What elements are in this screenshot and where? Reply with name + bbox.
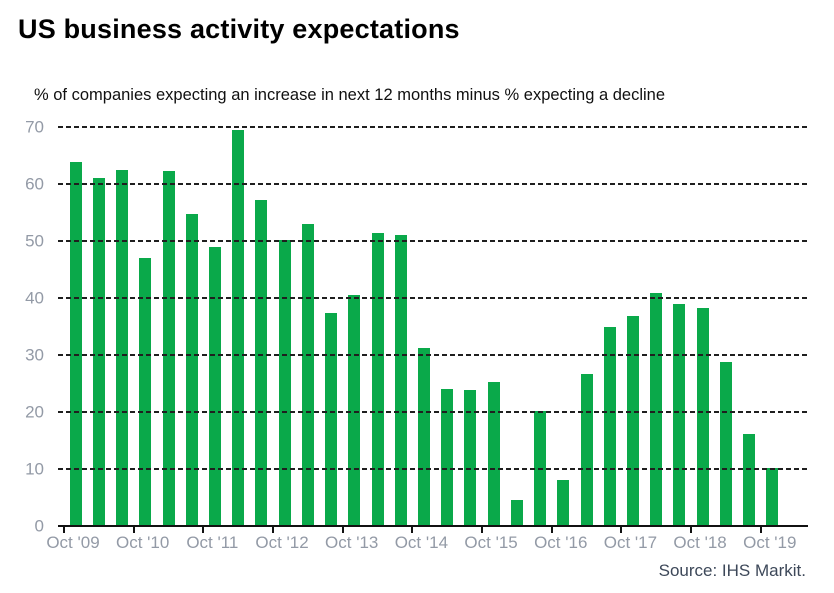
x-tick-oct11	[202, 526, 205, 533]
chart-subtitle: % of companies expecting an increase in …	[34, 86, 666, 104]
y-axis-label-30: 30	[25, 345, 44, 365]
x-tick-oct14	[411, 526, 414, 533]
bar-oct14	[418, 348, 430, 526]
gridline-50	[58, 239, 808, 242]
bar-feb10	[92, 178, 105, 526]
x-axis-label-oct11: Oct '11	[186, 533, 239, 552]
gridline-40	[58, 297, 808, 299]
bar-oct12	[278, 240, 291, 526]
bar-oct18	[696, 307, 709, 526]
bar-oct16	[557, 479, 570, 526]
y-axis: 0 10 20 30 40 50 60 70	[0, 119, 48, 535]
bar-jun14	[394, 235, 407, 526]
bar-jun11	[185, 213, 198, 526]
bar-feb16	[510, 499, 523, 526]
bar-feb12	[232, 130, 245, 526]
chart-title: US business activity expectations	[18, 14, 460, 44]
bar-jun17	[603, 326, 616, 526]
gridline-20	[58, 411, 808, 413]
y-axis-label-0: 0	[34, 516, 44, 536]
x-axis-label-oct19: Oct '19	[743, 533, 797, 552]
bar-feb13	[301, 223, 314, 526]
x-tick-oct12	[272, 526, 275, 533]
x-tick-oct16	[550, 526, 553, 533]
bar-feb11	[162, 171, 175, 526]
x-axis-label-oct16: Oct '16	[534, 533, 588, 552]
plot-area: Oct '09 Oct '10 Oct '11 Oct '12 Oct '13 Oct '…	[46, 126, 808, 552]
y-axis-label-10: 10	[25, 459, 44, 479]
y-axis-label-40: 40	[25, 288, 44, 308]
y-axis-label-70: 70	[25, 117, 44, 137]
gridline-10	[58, 468, 808, 470]
bar-oct17	[627, 315, 640, 526]
bar-jun10	[116, 169, 129, 526]
bar-feb14	[371, 233, 384, 526]
gridline-70	[58, 126, 808, 128]
x-axis-label-oct09: Oct '09	[46, 533, 100, 552]
bar-feb15	[441, 388, 454, 526]
bar-oct15	[487, 382, 500, 526]
bar-jun15	[464, 390, 477, 526]
bars-strip	[64, 127, 784, 526]
x-tick-oct10	[132, 526, 135, 533]
x-tick-oct18	[690, 526, 693, 533]
bar-feb18	[650, 293, 663, 526]
y-axis-label-50: 50	[25, 231, 44, 251]
x-axis-label-oct18: Oct '18	[673, 533, 727, 552]
bar-feb19	[719, 362, 732, 526]
x-axis-line	[58, 525, 808, 527]
y-axis-label-20: 20	[25, 402, 44, 422]
bar-jun13	[325, 312, 338, 526]
bar-jun12	[255, 199, 268, 526]
bar-oct09	[69, 162, 82, 526]
x-axis-label-oct14: Oct '14	[394, 533, 449, 552]
x-axis-label-oct15: Oct '15	[464, 533, 518, 552]
x-tick-oct19	[759, 526, 762, 533]
bar-feb17	[580, 373, 593, 526]
bar-oct19	[766, 467, 779, 526]
x-axis-label-oct10: Oct '10	[116, 533, 170, 552]
bar-oct11	[208, 246, 221, 526]
x-axis-label-oct13: Oct '13	[325, 533, 379, 552]
bar-oct10	[139, 258, 152, 526]
x-tick-oct15	[481, 526, 484, 533]
x-tick-oct09	[63, 526, 65, 533]
bar-jun18	[673, 304, 686, 526]
x-axis-label-oct12: Oct '12	[255, 533, 309, 552]
y-axis-label-60: 60	[25, 174, 44, 194]
x-tick-oct17	[620, 526, 623, 533]
bar-jun19	[743, 433, 756, 526]
gridline-60	[58, 182, 808, 185]
x-axis-label-oct17: Oct '17	[603, 533, 658, 552]
source-attribution: Source: IHS Markit.	[658, 561, 806, 580]
x-tick-oct13	[341, 526, 344, 533]
gridline-30	[58, 353, 808, 356]
